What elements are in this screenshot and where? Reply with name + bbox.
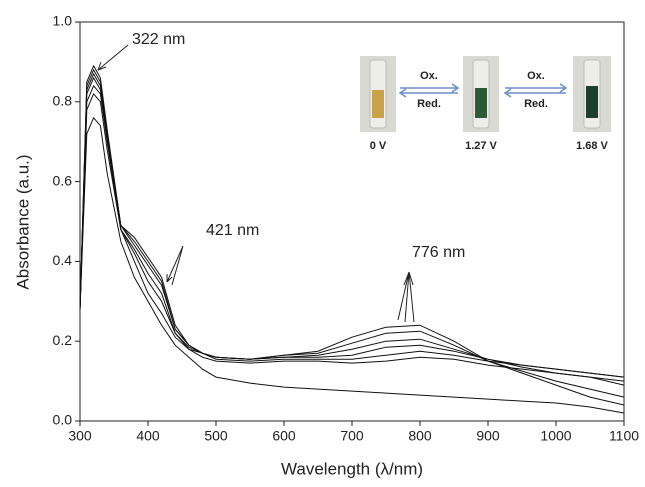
x-tick-label: 1000	[540, 428, 571, 444]
y-tick-label: 0.6	[53, 172, 73, 188]
annotation: 322 nm	[132, 31, 185, 48]
vial-solution	[475, 88, 487, 118]
y-axis-title: Absorbance (a.u.)	[13, 154, 32, 289]
vial-solution	[586, 86, 598, 118]
inset-arrow-label: Red.	[417, 98, 441, 110]
annotation-arrows	[97, 44, 415, 323]
spectrum-line	[79, 84, 625, 378]
x-tick-label: 400	[136, 428, 160, 444]
x-axis-title: Wavelength (λ/nm)	[281, 459, 423, 478]
x-tick-label: 500	[204, 428, 228, 444]
spectrum-line	[79, 76, 625, 378]
x-tick-label: 1100	[609, 428, 639, 444]
spectrum-line	[79, 72, 625, 386]
inset-potential: 0 V	[370, 140, 387, 152]
annotation: 776 nm	[412, 244, 465, 261]
inset-potential: 1.27 V	[465, 140, 497, 152]
spectrum-line	[79, 92, 625, 382]
x-tick-label: 700	[340, 428, 364, 444]
x-tick-label: 900	[476, 428, 500, 444]
annotation: 421 nm	[206, 222, 259, 239]
spectrum-line	[79, 64, 625, 406]
inset-arrow-label: Ox.	[420, 70, 438, 82]
inset	[360, 56, 611, 132]
y-tick-label: 0.8	[53, 93, 73, 109]
inset-arrow-label: Ox.	[527, 70, 545, 82]
vial-solution	[372, 90, 384, 118]
y-tick-label: 1.0	[53, 13, 73, 29]
x-tick-label: 800	[408, 428, 432, 444]
y-tick-label: 0.2	[53, 332, 73, 348]
redox-arrows	[398, 83, 568, 98]
x-tick-label: 600	[272, 428, 296, 444]
spectrum-line	[79, 116, 625, 414]
y-tick-label: 0.4	[53, 252, 73, 268]
x-tick-label: 300	[68, 428, 92, 444]
y-tick-label: 0.0	[53, 412, 73, 428]
inset-arrow-label: Red.	[524, 98, 548, 110]
inset-potential: 1.68 V	[576, 140, 608, 152]
spectrum-line	[79, 68, 625, 398]
